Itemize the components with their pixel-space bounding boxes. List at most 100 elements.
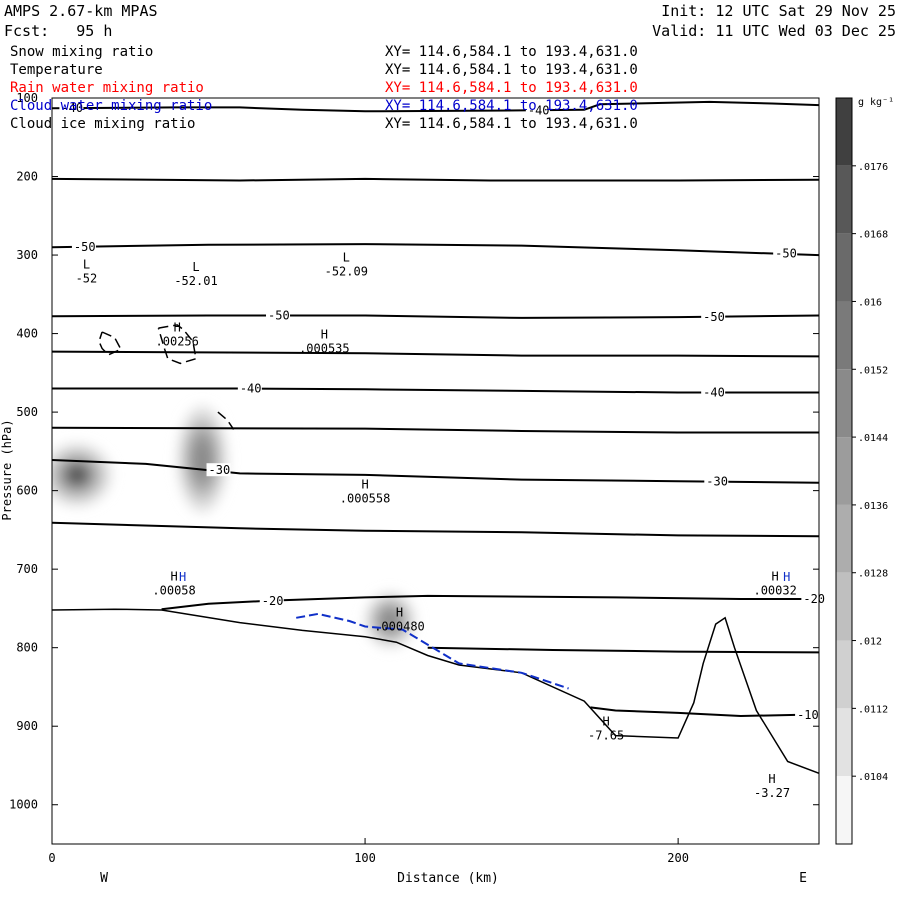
colorbar-swatch [836, 301, 852, 370]
isotherm-line [590, 706, 819, 718]
isotherm-label: -50 [703, 310, 725, 324]
colorbar-swatch [836, 504, 852, 573]
extremum-value: .00032 [753, 583, 796, 597]
colorbar-level: .0128 [858, 569, 888, 580]
isotherm-line [52, 350, 819, 358]
y-tick-label: 100 [16, 91, 38, 105]
model-title: AMPS 2.67-km MPAS [4, 2, 158, 20]
isotherm-label: -50 [74, 240, 96, 254]
extremum-symbol: H [603, 715, 610, 729]
extremum-value: -7.65 [588, 729, 624, 743]
x-tick-label: 0 [48, 851, 55, 865]
field-name: Rain water mixing ratio [10, 80, 204, 96]
isotherm-label: -30 [209, 463, 231, 477]
west-end-label: W [100, 871, 108, 886]
x-tick-label: 100 [354, 851, 376, 865]
extremum-value: .000535 [299, 341, 350, 355]
extremum-value: .00256 [156, 334, 199, 348]
isotherm-label: -40 [61, 101, 83, 115]
isotherm-label: -20 [262, 594, 284, 608]
colorbar-level: .0176 [858, 162, 888, 173]
field-xy: XY= 114.6,584.1 to 193.4,631.0 [385, 116, 638, 132]
terrain-line [52, 608, 819, 775]
extremum-symbol: H [174, 320, 181, 334]
colorbar-swatch [836, 572, 852, 641]
cloud-ice-contour [217, 411, 235, 430]
isotherm-line [161, 594, 819, 611]
y-tick-label: 1000 [9, 798, 38, 812]
cloud-water-max-symbol: H [783, 570, 790, 584]
field-name: Cloud water mixing ratio [10, 98, 213, 114]
field-xy: XY= 114.6,584.1 to 193.4,631.0 [385, 62, 638, 78]
valid-time: Valid: 11 UTC Wed 03 Dec 25 [652, 22, 896, 40]
extremum-symbol: L [343, 250, 350, 264]
colorbar-level: .0152 [858, 365, 888, 376]
extremum-symbol: H [170, 569, 177, 583]
extremum-value: -52 [76, 272, 98, 286]
colorbar-swatch [836, 98, 852, 166]
colorbar-swatch [836, 437, 852, 505]
extremum-value: -52.01 [174, 274, 217, 288]
extremum-value: .00058 [152, 583, 195, 597]
extremum-value: -52.09 [325, 264, 368, 278]
extremum-symbol: L [83, 258, 90, 272]
extremum-symbol: H [772, 569, 779, 583]
colorbar-swatch [836, 165, 852, 234]
forecast-hour: Fcst: 95 h [4, 22, 113, 40]
y-tick-label: 300 [16, 248, 38, 262]
isotherm-line [52, 426, 819, 434]
x-axis-label: Distance (km) [397, 871, 499, 886]
isotherm-line [52, 459, 819, 484]
y-tick-label: 900 [16, 719, 38, 733]
colorbar-level: .016 [858, 297, 882, 308]
extremum-value: .000480 [374, 619, 425, 633]
isotherm-line [52, 100, 819, 113]
isotherm-label: -20 [803, 592, 825, 606]
y-tick-label: 800 [16, 641, 38, 655]
y-axis-label: Pressure (hPa) [0, 419, 14, 520]
y-tick-label: 600 [16, 484, 38, 498]
isotherm-label: -40 [703, 385, 725, 399]
snow-shading [52, 443, 112, 507]
x-tick-label: 200 [667, 851, 689, 865]
isotherm-line [52, 521, 819, 538]
y-tick-label: 500 [16, 405, 38, 419]
colorbar-swatch [836, 776, 852, 844]
colorbar-level: .012 [858, 637, 882, 648]
init-time: Init: 12 UTC Sat 29 Nov 25 [661, 2, 896, 20]
extremum-symbol: H [396, 605, 403, 619]
isotherm-line [52, 243, 819, 257]
isotherm-label: -50 [268, 309, 290, 323]
y-tick-label: 700 [16, 562, 38, 576]
colorbar-swatch [836, 369, 852, 438]
field-xy: XY= 114.6,584.1 to 193.4,631.0 [385, 44, 638, 60]
extremum-symbol: H [768, 772, 775, 786]
isotherm-label: -10 [797, 708, 819, 722]
cloud-water-max-symbol: H [179, 570, 186, 584]
extremum-symbol: H [321, 327, 328, 341]
field-name: Snow mixing ratio [10, 44, 154, 60]
snow-shading [365, 592, 416, 648]
isotherm-label: -40 [528, 103, 550, 117]
plot-frame [51, 97, 820, 845]
colorbar-unit: g kg⁻¹ [858, 97, 894, 108]
field-xy: XY= 114.6,584.1 to 193.4,631.0 [385, 80, 638, 96]
cloud-water-contour [296, 612, 569, 690]
isotherm-line [52, 177, 819, 182]
field-name: Cloud ice mixing ratio [10, 116, 196, 132]
y-tick-label: 200 [16, 170, 38, 184]
extremum-symbol: H [361, 477, 368, 491]
colorbar-level: .0168 [858, 230, 888, 241]
field-xy: XY= 114.6,584.1 to 193.4,631.0 [385, 98, 638, 114]
extremum-value: -3.27 [754, 786, 790, 800]
colorbar-swatch [836, 233, 852, 302]
isotherm-label: -40 [240, 382, 262, 396]
colorbar-level: .0104 [858, 772, 888, 783]
isotherm-line [427, 646, 819, 654]
extremum-value: .000558 [340, 491, 391, 505]
colorbar-swatch [836, 640, 852, 709]
east-end-label: E [799, 871, 807, 886]
field-name: Temperature [10, 62, 103, 78]
snow-shading [177, 405, 228, 513]
